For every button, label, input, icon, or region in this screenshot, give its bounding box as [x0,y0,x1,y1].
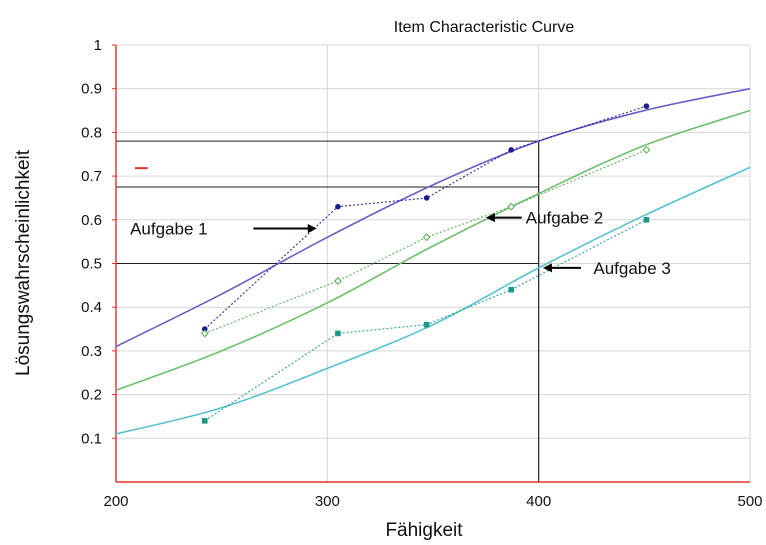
tick-labels: 0.1 0.2 0.3 0.4 0.5 0.6 0.7 0.8 0.9 1 200 300 400 500 [81,37,762,510]
y-tick-label: 0.1 [81,430,102,447]
x-axis-title: Fähigkeit [385,520,463,541]
y-tick-label: 0.4 [81,299,102,316]
observed-line-2 [204,149,647,334]
observed-point-dot [201,326,208,332]
observed-line-1 [204,105,647,330]
observed-point-diamond [422,233,431,242]
observed-point-diamond [200,329,209,338]
observed-point-square [335,330,341,337]
y-tick-label: 0.8 [81,124,102,141]
chart-title: Item Characteristic Curve [394,19,575,36]
annotation-arrow-head [307,224,317,234]
observed-point-diamond [642,145,651,154]
y-axis-title: Lösungswahrscheinlichkeit [13,149,34,376]
observed-series [200,103,651,424]
fitted-curve-3 [115,166,751,435]
observed-point-square [508,286,514,293]
x-tick-label: 400 [526,493,551,510]
annotation-label-3: Aufgabe 3 [593,259,671,278]
observed-point-dot [508,147,514,153]
observed-point-dot [643,103,650,109]
y-tick-label: 0.2 [81,387,102,404]
x-tick-label: 300 [315,493,340,510]
observed-point-square [643,217,650,223]
observed-point-square [423,321,430,328]
observed-point-diamond [507,202,516,211]
observed-point-dot [423,195,430,201]
fitted-curve-1 [115,87,751,348]
y-tick-label: 0.6 [81,212,102,229]
y-tick-label: 0.3 [81,343,102,360]
annotation-label-2: Aufgabe 2 [526,209,604,228]
reference-lines [116,140,540,482]
y-tick-label: 0.9 [81,81,102,98]
annotations: Aufgabe 1 Aufgabe 2 Aufgabe 3 [130,209,671,278]
fitted-curve-2 [115,109,751,391]
observed-point-diamond [333,277,342,285]
annotation-arrow-head [485,213,495,223]
y-tick-label: 0.7 [81,168,102,185]
x-tick-label: 500 [737,493,762,510]
fitted-curves [115,87,751,435]
annotation-arrow-head [542,263,552,273]
observed-point-dot [335,203,341,210]
x-tick-label: 200 [103,493,128,510]
observed-point-square [201,418,208,424]
y-tick-label: 1 [94,37,102,54]
y-tick-label: 0.5 [81,256,102,273]
annotation-label-1: Aufgabe 1 [130,220,208,239]
axes [112,44,750,483]
